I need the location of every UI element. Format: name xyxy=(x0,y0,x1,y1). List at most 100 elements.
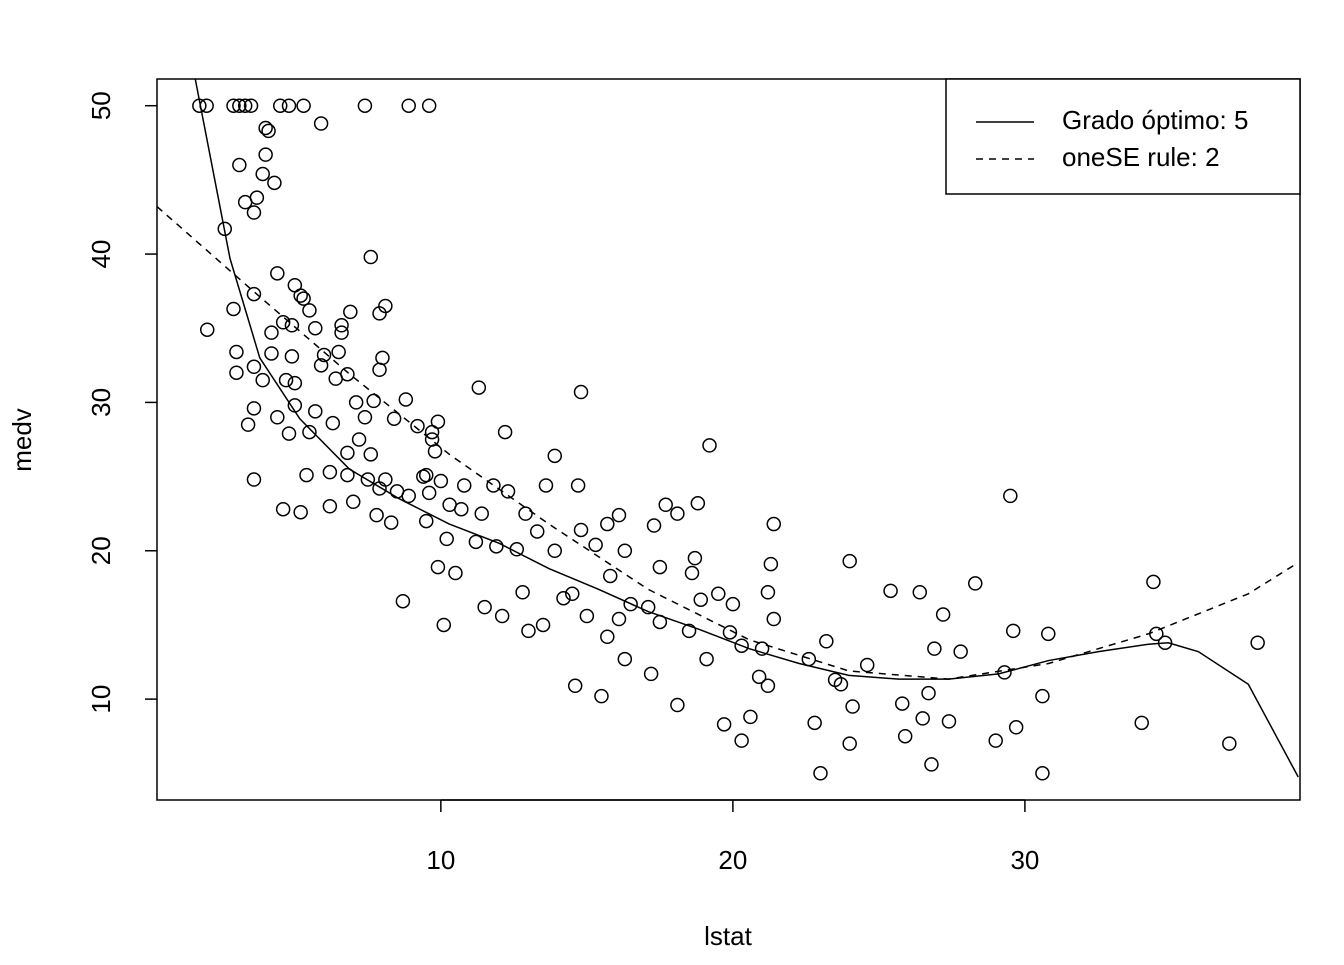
point xyxy=(275,501,291,517)
point xyxy=(331,344,346,360)
point xyxy=(340,445,355,461)
y-tick-label: 10 xyxy=(86,685,116,714)
point xyxy=(643,666,659,682)
point xyxy=(935,607,951,622)
point xyxy=(556,590,571,606)
point xyxy=(322,499,338,514)
point xyxy=(1003,488,1018,504)
point xyxy=(968,576,983,591)
point xyxy=(334,325,349,340)
y-tick-label: 40 xyxy=(86,240,116,269)
point xyxy=(255,166,270,182)
point xyxy=(687,550,703,566)
point xyxy=(827,672,843,688)
point xyxy=(299,467,314,483)
point xyxy=(953,644,968,659)
point xyxy=(573,384,589,400)
point xyxy=(398,392,414,407)
point xyxy=(255,372,270,388)
x-tick-label: 20 xyxy=(718,845,747,875)
point xyxy=(343,304,358,320)
point xyxy=(1134,715,1149,731)
point xyxy=(293,504,308,520)
point xyxy=(602,568,618,584)
point xyxy=(383,515,399,530)
point xyxy=(424,424,440,440)
point xyxy=(316,347,332,363)
point xyxy=(240,417,256,432)
point xyxy=(246,205,262,220)
point xyxy=(357,98,373,113)
point xyxy=(807,715,822,731)
point xyxy=(430,559,446,575)
point xyxy=(515,585,530,600)
point xyxy=(302,424,317,440)
point xyxy=(372,362,387,378)
point xyxy=(600,516,615,532)
point xyxy=(859,657,875,673)
point xyxy=(725,596,741,612)
y-axis-label: medv xyxy=(7,408,37,472)
point xyxy=(270,409,285,425)
point xyxy=(293,288,308,303)
point xyxy=(296,98,311,113)
point xyxy=(442,497,457,513)
point xyxy=(570,478,586,493)
point xyxy=(264,346,279,361)
point xyxy=(410,418,425,434)
point xyxy=(427,444,443,459)
point xyxy=(313,116,329,131)
point xyxy=(281,98,297,113)
point xyxy=(258,120,273,136)
point xyxy=(448,565,463,581)
point xyxy=(308,320,323,336)
point xyxy=(308,404,323,419)
point xyxy=(1041,626,1056,642)
point xyxy=(670,697,685,713)
fit-line xyxy=(157,206,1299,680)
point xyxy=(246,401,262,416)
point xyxy=(617,651,633,667)
point xyxy=(199,98,214,113)
point xyxy=(842,736,857,751)
point xyxy=(281,426,297,441)
point xyxy=(535,617,551,633)
fit-line xyxy=(194,79,1299,778)
point xyxy=(988,733,1003,748)
point xyxy=(912,585,928,600)
point xyxy=(693,592,709,607)
point xyxy=(270,266,285,281)
point xyxy=(594,688,609,704)
point xyxy=(895,696,910,711)
point xyxy=(375,350,390,366)
point xyxy=(521,623,536,639)
point xyxy=(313,358,329,373)
point xyxy=(702,438,717,453)
point xyxy=(229,344,244,360)
point xyxy=(246,286,262,302)
point xyxy=(842,553,857,569)
point xyxy=(471,380,487,395)
point xyxy=(456,478,472,493)
point xyxy=(401,98,416,113)
point xyxy=(275,315,291,330)
point xyxy=(249,190,265,205)
point xyxy=(322,464,338,480)
point xyxy=(372,481,387,496)
point xyxy=(1005,623,1021,639)
point xyxy=(217,221,233,237)
point xyxy=(243,98,259,113)
point xyxy=(363,249,379,265)
point xyxy=(760,678,776,694)
point xyxy=(760,585,776,600)
point xyxy=(547,543,562,559)
point xyxy=(494,608,510,624)
point xyxy=(246,472,262,487)
point xyxy=(334,318,349,333)
point xyxy=(766,611,782,627)
point xyxy=(734,638,749,653)
legend-box xyxy=(945,78,1301,195)
point xyxy=(734,733,749,748)
point xyxy=(845,699,860,714)
